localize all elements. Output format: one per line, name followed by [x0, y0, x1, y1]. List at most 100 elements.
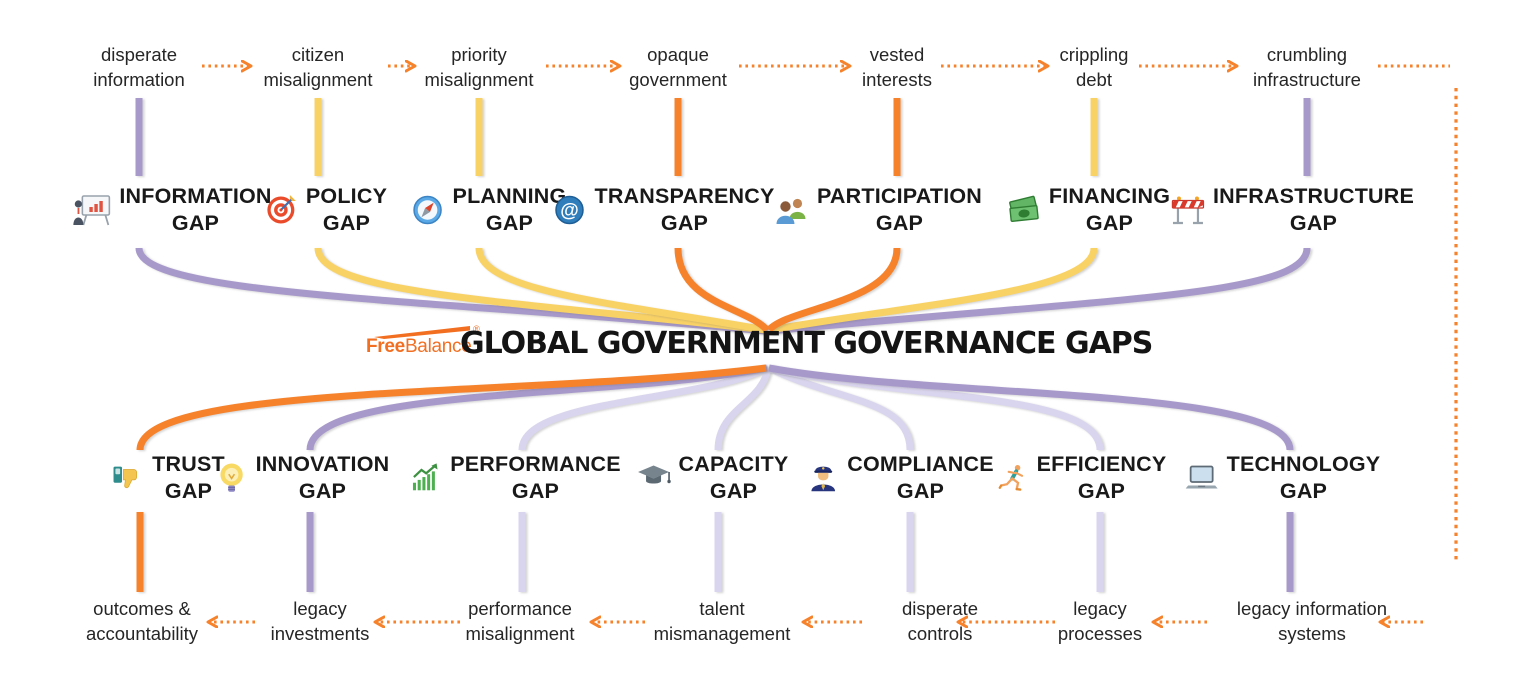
effect-line: legacy information [1236, 598, 1388, 619]
cause-crippling-debt: crippling debt [1060, 42, 1129, 92]
cause-opaque-government: opaque government [629, 42, 727, 92]
gap-word: GAP [164, 479, 213, 503]
gap-planning: PLANNING GAP [410, 183, 567, 237]
gap-name: EFFICIENCY [1036, 452, 1167, 476]
gap-word: GAP [1085, 211, 1134, 235]
cause-line: misalignment [424, 69, 534, 90]
cause-line: priority [451, 44, 507, 65]
gap-word: GAP [511, 479, 560, 503]
cause-line: interests [862, 69, 932, 90]
cause-crumbling-infrastructure: crumbling infrastructure [1253, 42, 1361, 92]
gap-word: GAP [485, 211, 534, 235]
cause-line: citizen [291, 44, 345, 65]
cause-disperate-information: disperate information [93, 42, 185, 92]
gap-name: FINANCING [1048, 184, 1171, 208]
runner-icon [998, 465, 1024, 491]
gap-infrastructure: INFRASTRUCTURE GAP [1170, 183, 1414, 237]
gap-name: TRANSPARENCY [594, 184, 775, 208]
cause-vested-interests: vested interests [862, 42, 932, 92]
effect-line: performance [468, 598, 572, 619]
gap-policy: POLICY GAP [263, 183, 387, 237]
flow-curve [136, 364, 767, 451]
effect-line: systems [1278, 623, 1346, 644]
gap-word: GAP [875, 211, 924, 235]
gap-name: POLICY [305, 184, 388, 208]
gap-label: TRANSPARENCY GAP [595, 183, 775, 237]
money-icon [1009, 195, 1039, 222]
gap-word: GAP [896, 479, 945, 503]
people-icon [776, 198, 806, 224]
gap-word: GAP [298, 479, 347, 503]
flow-curve [475, 247, 767, 334]
cause-line: vested [869, 44, 925, 65]
gap-label: CAPACITY GAP [679, 451, 789, 505]
effect-line: investments [270, 623, 370, 644]
freebalance-logo: ® FreeBalance [366, 324, 480, 358]
converging-curves [135, 247, 1311, 335]
thumbs-icon [113, 466, 138, 489]
gap-name: INFRASTRUCTURE [1212, 184, 1415, 208]
gap-label: POLICY GAP [306, 183, 387, 237]
effect-line: accountability [85, 623, 199, 644]
gap-label: TECHNOLOGY GAP [1227, 451, 1381, 505]
flow-curve [768, 364, 1294, 451]
gap-label: INFORMATION GAP [119, 183, 271, 237]
logo-balance: Balance [404, 336, 472, 357]
logo-swoosh [374, 326, 470, 339]
target-icon [267, 195, 296, 224]
gap-innovation: INNOVATION GAP [215, 451, 390, 505]
gap-capacity: CAPACITY GAP [636, 451, 789, 505]
flow-curve [766, 247, 901, 333]
gap-word: GAP [1279, 479, 1328, 503]
gap-label: COMPLIANCE GAP [847, 451, 994, 505]
top-vertical-connectors [135, 98, 1311, 176]
effect-talent-mismanagement: talent mismanagement [654, 596, 791, 646]
flow-curve [714, 367, 772, 451]
barrier-icon [1171, 196, 1205, 225]
cause-citizen-misalignment: citizen misalignment [264, 42, 373, 92]
flow-curve [314, 247, 767, 334]
flow-curve [518, 364, 769, 451]
gap-name: TECHNOLOGY [1226, 452, 1381, 476]
effect-line: controls [907, 623, 973, 644]
gap-name: PERFORMANCE [450, 452, 621, 476]
gap-word: GAP [171, 211, 220, 235]
cause-line: crippling [1059, 44, 1129, 65]
flow-curve [767, 364, 914, 451]
lightbulb-icon [220, 463, 243, 492]
gap-financing: FINANCING GAP [1006, 183, 1170, 237]
police-officer-icon [811, 466, 836, 492]
cause-line: misalignment [263, 69, 373, 90]
effect-line: outcomes & [93, 598, 191, 619]
gap-label: EFFICIENCY GAP [1037, 451, 1167, 505]
bottom-vertical-connectors [136, 512, 1294, 592]
gap-label: INNOVATION GAP [256, 451, 390, 505]
cause-line: debt [1075, 69, 1112, 90]
gap-name: INFORMATION [119, 184, 272, 208]
logo-free: Free [366, 336, 405, 357]
presentation-icon [73, 195, 111, 226]
cause-priority-misalignment: priority misalignment [425, 42, 534, 92]
flow-curve [306, 364, 768, 451]
gap-compliance: COMPLIANCE GAP [806, 451, 994, 505]
gap-trust: TRUST GAP [111, 451, 225, 505]
gap-word: GAP [1077, 479, 1126, 503]
flow-curve [674, 247, 770, 333]
effect-line: mismanagement [653, 623, 791, 644]
gap-performance: PERFORMANCE GAP [409, 451, 621, 505]
compass-icon [413, 195, 442, 225]
gap-label: PERFORMANCE GAP [450, 451, 621, 505]
gap-label: INFRASTRUCTURE GAP [1213, 183, 1414, 237]
diverging-curves [136, 364, 1294, 451]
gap-label: PLANNING GAP [453, 183, 567, 237]
flow-curve [768, 364, 1104, 451]
effect-disperate-controls: disperate controls [902, 596, 978, 646]
gap-word: GAP [709, 479, 758, 503]
gap-label: TRUST GAP [152, 451, 225, 505]
effect-line: legacy [293, 598, 347, 619]
flow-curve [769, 247, 1311, 335]
gap-information: INFORMATION GAP [72, 183, 271, 237]
effect-outcomes-accountability: outcomes & accountability [86, 596, 198, 646]
effect-legacy-investments: legacy investments [271, 596, 370, 646]
cause-line: government [629, 69, 727, 90]
